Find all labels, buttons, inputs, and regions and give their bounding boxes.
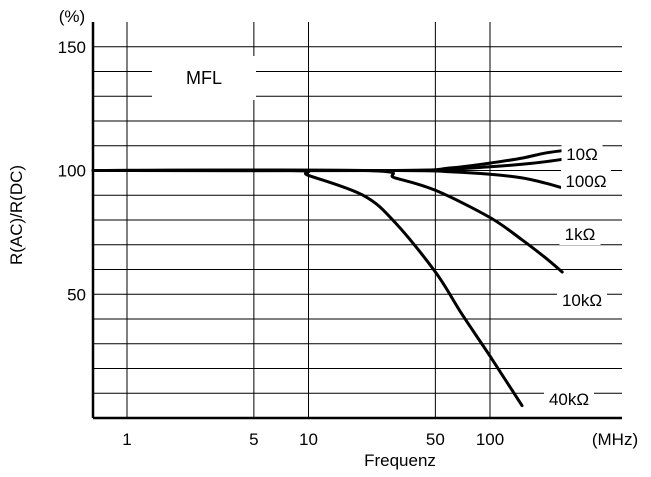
- y-tick-label: 150: [58, 38, 86, 57]
- x-unit: (MHz): [592, 430, 638, 449]
- x-tick-label: 10: [299, 430, 318, 449]
- series-label: 100Ω: [565, 172, 606, 191]
- x-tick-label: 5: [249, 430, 258, 449]
- series-label-bg: [544, 388, 594, 410]
- y-tick-label: 100: [58, 162, 86, 181]
- x-tick-label: 1: [122, 430, 131, 449]
- series-line-2: [91, 168, 564, 190]
- series-label: 10Ω: [566, 145, 598, 164]
- x-tick-label: 100: [476, 430, 504, 449]
- series-label-bg: [559, 223, 601, 245]
- y-unit: (%): [59, 7, 85, 26]
- plot-frame: [91, 22, 622, 420]
- tick-labels: 1 5 10 50 100 50 100 150: [58, 38, 505, 449]
- series-label: 40kΩ: [549, 390, 589, 409]
- annotation-box: [152, 56, 256, 100]
- series-label: 10kΩ: [562, 291, 602, 310]
- y-tick-label: 50: [67, 285, 86, 304]
- series-label: 1kΩ: [565, 225, 596, 244]
- curves: [91, 149, 564, 408]
- y-axis-label: R(AC)/R(DC): [7, 165, 26, 265]
- series-label-bg: [557, 289, 607, 311]
- series-label-bg: [561, 170, 611, 192]
- series-labels: 10Ω 100Ω 1kΩ 10kΩ 40kΩ: [544, 143, 611, 410]
- x-axis-label: Frequenz: [364, 451, 436, 470]
- series-line-4: [91, 168, 524, 408]
- x-tick-label: 50: [426, 430, 445, 449]
- grid: [93, 22, 622, 418]
- annotation-text: MFL: [186, 68, 222, 88]
- series-label-bg: [561, 143, 603, 165]
- series-line-3: [91, 168, 564, 274]
